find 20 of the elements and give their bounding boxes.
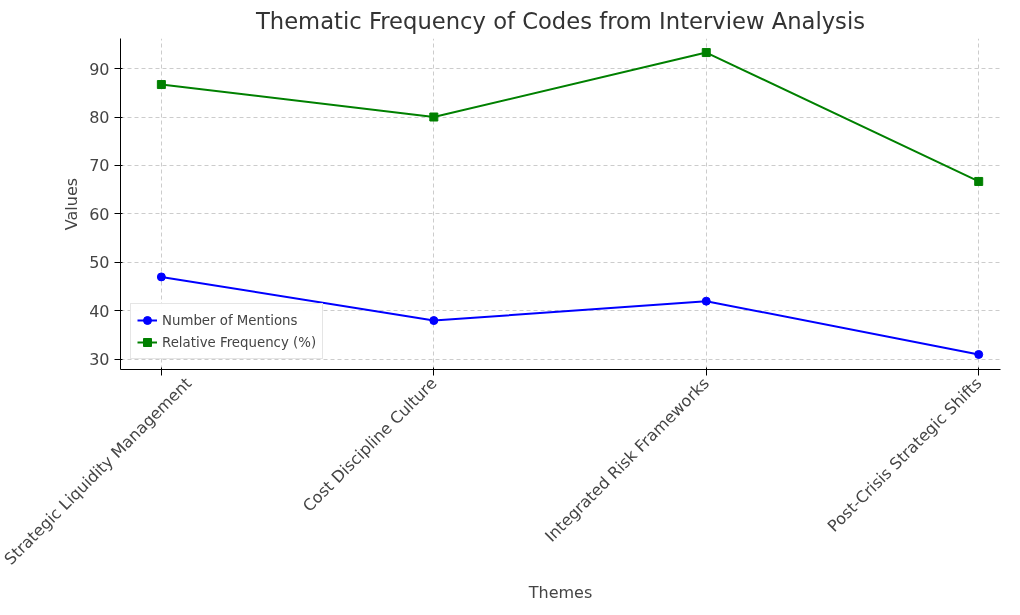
point: [429, 316, 439, 326]
point: [974, 349, 984, 359]
legend-label: Relative Frequency (%): [162, 334, 317, 350]
y-tick-label: 80: [89, 108, 110, 128]
y-tick-label: 90: [89, 59, 110, 79]
point: [974, 176, 984, 186]
point: [701, 296, 711, 306]
x-axis-title: Themes: [527, 583, 593, 603]
legend-label: Number of Mentions: [162, 312, 298, 328]
point: [156, 272, 166, 282]
y-tick-label: 40: [89, 301, 110, 321]
y-tick-label: 70: [89, 156, 110, 176]
y-axis-title: Values: [62, 177, 82, 231]
y-tick-label: 50: [89, 253, 110, 273]
y-tick-label: 60: [89, 204, 110, 224]
y-tick-label: 30: [89, 350, 110, 370]
point: [156, 80, 166, 90]
chart-title: Thematic Frequency of Codes from Interview Analysis: [254, 7, 866, 34]
point: [429, 112, 439, 122]
point: [701, 48, 711, 58]
